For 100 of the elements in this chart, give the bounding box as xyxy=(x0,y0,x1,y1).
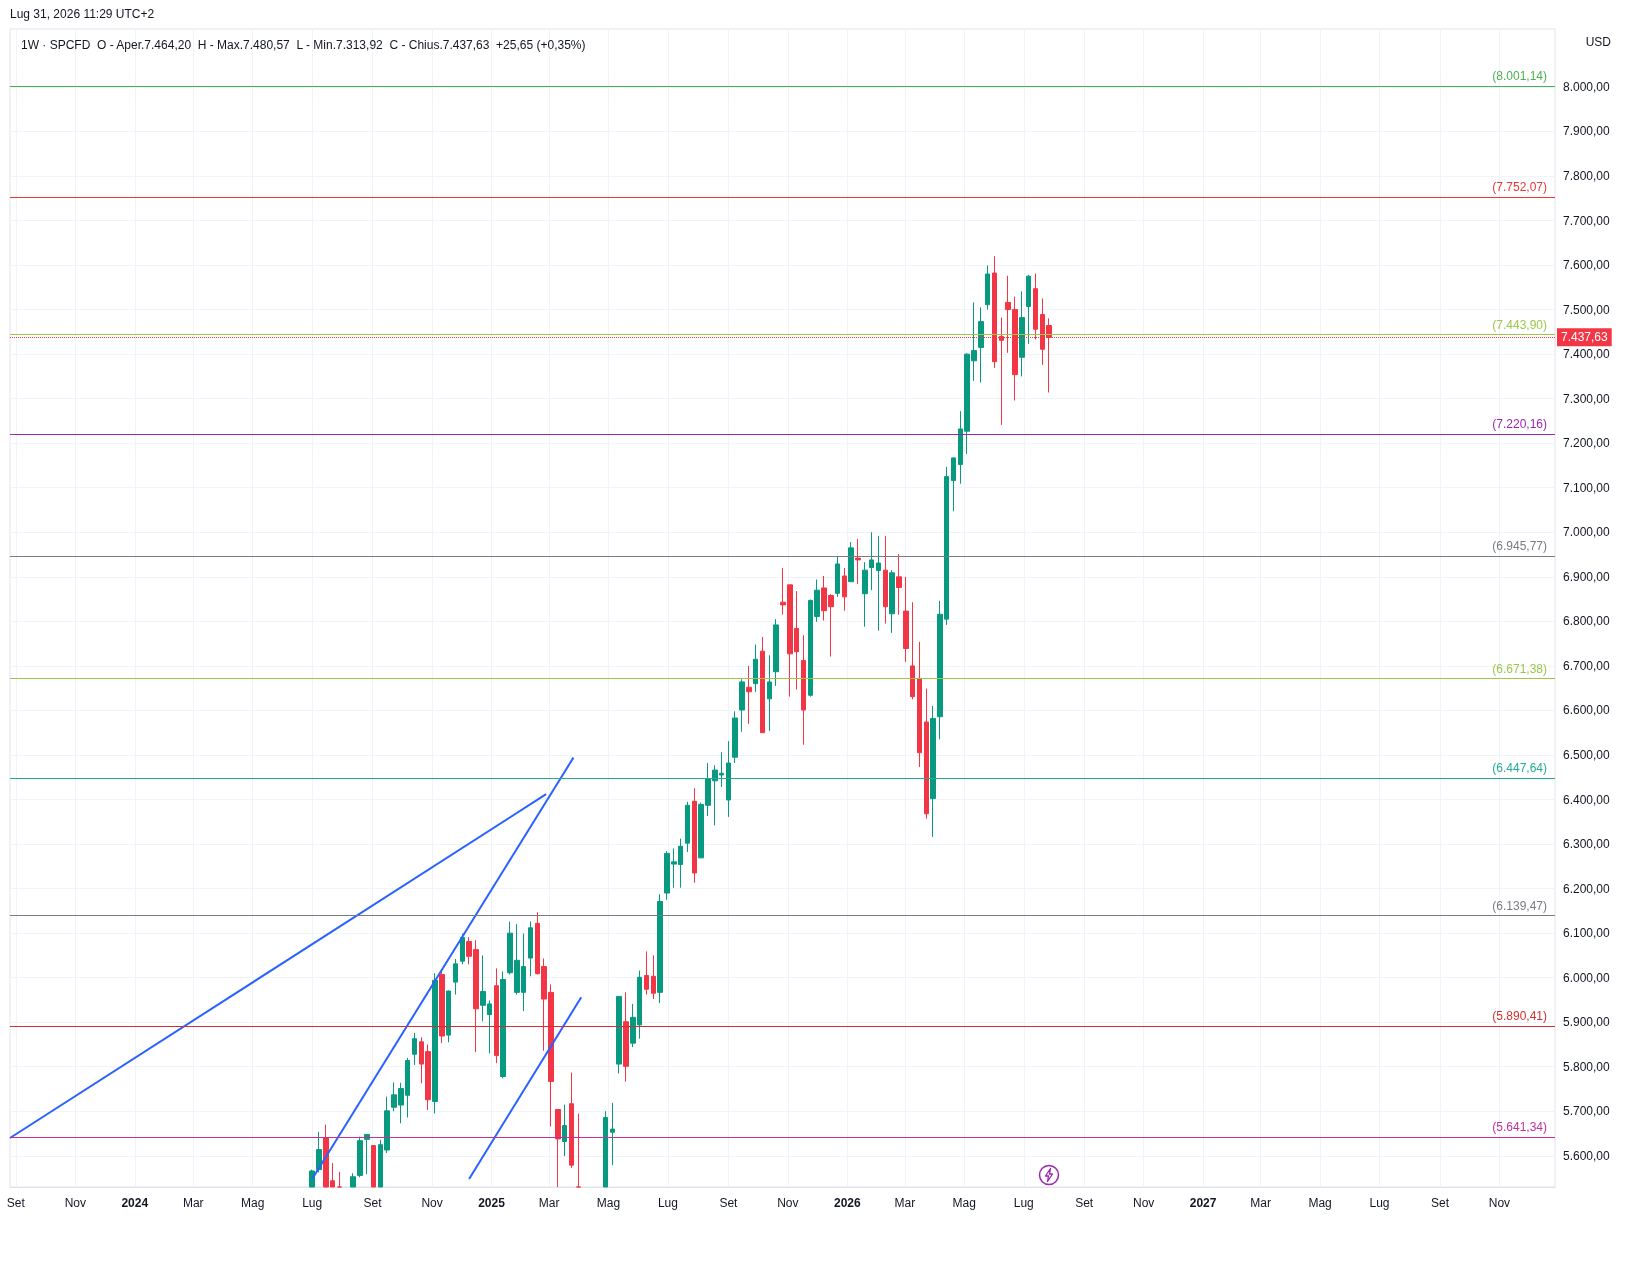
candlestick xyxy=(753,644,758,693)
candlestick xyxy=(985,265,990,311)
ref-line-label: (5.890,41) xyxy=(1492,1009,1547,1024)
text: USD xyxy=(1585,35,1612,49)
y-tick-label: 7.500,00 xyxy=(1563,302,1611,317)
text: 1W · SPCFD O - Aper.7.464,20 H - Max.7.480,57 L - Min.7.313,92 C - Chius.7.437,63 +25,65 (+0,35%) xyxy=(21,38,586,52)
y-tick-label: 7.300,00 xyxy=(1563,391,1611,406)
candlestick xyxy=(439,970,445,1044)
candlestick xyxy=(569,1072,574,1169)
ref-line-label: (6.671,38) xyxy=(1492,661,1547,676)
ref-line-label: 7.437,63 xyxy=(1561,330,1609,345)
ref-line-label: (6.139,47) xyxy=(1492,898,1547,913)
candlestick xyxy=(978,306,984,384)
candlestick xyxy=(446,990,451,1043)
candlestick xyxy=(883,535,888,625)
ref-line-label: (7.752,07) xyxy=(1492,180,1547,195)
candlestick xyxy=(773,618,779,687)
y-tick-label: 7.800,00 xyxy=(1563,168,1611,183)
x-tick-label: Nov xyxy=(777,1196,799,1210)
x-tick-label: 2027 xyxy=(1189,1196,1217,1210)
x-tick-label: Nov xyxy=(64,1196,86,1210)
x-tick-label: Mag xyxy=(596,1196,621,1210)
x-tick-label: Lug xyxy=(1369,1196,1390,1210)
x-tick-label: Set xyxy=(6,1196,26,1210)
candlestick xyxy=(528,921,533,977)
candlestick xyxy=(657,893,663,1004)
ref-line-label: (5.641,34) xyxy=(1492,1120,1547,1135)
x-tick-label: Set xyxy=(719,1196,739,1210)
candlestick xyxy=(432,972,438,1115)
ref-line-label: (7.443,90) xyxy=(1492,317,1547,332)
candlestick xyxy=(460,933,465,965)
y-tick-label: 7.100,00 xyxy=(1563,480,1611,495)
x-tick-label: Lug xyxy=(1013,1196,1034,1210)
y-tick-label: 6.200,00 xyxy=(1563,881,1611,896)
x-tick-label: Set xyxy=(1075,1196,1094,1210)
candlestick xyxy=(760,636,765,734)
y-tick-label: 6.500,00 xyxy=(1563,747,1611,762)
candlestick xyxy=(1026,274,1031,345)
y-tick-label: 7.900,00 xyxy=(1563,124,1611,139)
candlestick xyxy=(855,538,861,585)
x-tick-label: Mag xyxy=(952,1196,976,1210)
x-tick-label: Lug xyxy=(302,1196,323,1210)
x-tick-label: Set xyxy=(1430,1196,1450,1210)
candlestick xyxy=(746,665,752,725)
candlestick xyxy=(1019,290,1025,377)
y-tick-label: 6.400,00 xyxy=(1563,792,1611,807)
candlestick xyxy=(412,1032,417,1066)
candlestick xyxy=(739,678,745,733)
candlestick xyxy=(767,654,772,732)
x-tick-label: 2025 xyxy=(478,1196,506,1210)
y-tick-label: 7.600,00 xyxy=(1563,258,1611,273)
candlestick xyxy=(576,1113,581,1188)
candlestick xyxy=(869,531,874,591)
x-tick-label: 2026 xyxy=(833,1196,861,1210)
y-tick-label: 6.300,00 xyxy=(1563,837,1611,852)
candlestick xyxy=(357,1136,363,1178)
ref-line-label: (6.945,77) xyxy=(1492,539,1547,554)
candlestick xyxy=(651,954,656,1000)
candlestick xyxy=(350,1172,356,1188)
y-tick-label: 8.000,00 xyxy=(1563,79,1611,94)
candlestick xyxy=(842,567,847,612)
x-tick-label: 2024 xyxy=(121,1196,149,1210)
y-tick-label: 6.900,00 xyxy=(1563,569,1611,584)
ref-line-label: (8.001,14) xyxy=(1492,69,1547,84)
candlestick xyxy=(603,1110,608,1188)
x-tick-label: Mar xyxy=(538,1196,560,1210)
y-tick-label: 7.000,00 xyxy=(1563,525,1611,540)
x-tick-label: Mag xyxy=(1308,1196,1332,1210)
y-tick-label: 5.700,00 xyxy=(1563,1104,1611,1119)
text: Lug 31, 2026 11:29 UTC+2 xyxy=(10,7,155,21)
x-tick-label: Nov xyxy=(421,1196,443,1210)
candlestick xyxy=(917,641,922,768)
y-tick-label: 5.800,00 xyxy=(1563,1059,1611,1074)
ref-line-label: (7.220,16) xyxy=(1492,417,1547,432)
y-tick-label: 7.700,00 xyxy=(1563,213,1611,228)
y-tick-label: 7.200,00 xyxy=(1563,436,1611,451)
candlestick xyxy=(337,1171,342,1188)
candlestick xyxy=(555,1109,561,1188)
candlestick xyxy=(610,1102,615,1166)
x-tick-label: Lug xyxy=(657,1196,678,1210)
candlestick xyxy=(896,553,902,616)
candlestick xyxy=(644,950,649,996)
y-tick-label: 6.700,00 xyxy=(1563,658,1611,673)
candlestick xyxy=(371,1145,376,1188)
candlestick xyxy=(726,740,731,818)
y-tick-label: 6.100,00 xyxy=(1563,926,1611,941)
candlestick xyxy=(562,1104,567,1157)
candlestick xyxy=(692,787,697,884)
x-tick-label: Mag xyxy=(241,1196,265,1210)
candlestick xyxy=(862,561,868,628)
candlestick xyxy=(951,456,956,512)
candlestick xyxy=(835,556,840,598)
x-tick-label: Nov xyxy=(1488,1196,1511,1210)
x-tick-label: Mar xyxy=(894,1196,916,1210)
y-tick-label: 7.400,00 xyxy=(1563,347,1611,362)
y-tick-label: 6.800,00 xyxy=(1563,614,1611,629)
candlestick xyxy=(500,970,506,1079)
candlestick xyxy=(930,705,936,838)
candlestick xyxy=(889,569,895,634)
candlestick xyxy=(801,634,806,746)
